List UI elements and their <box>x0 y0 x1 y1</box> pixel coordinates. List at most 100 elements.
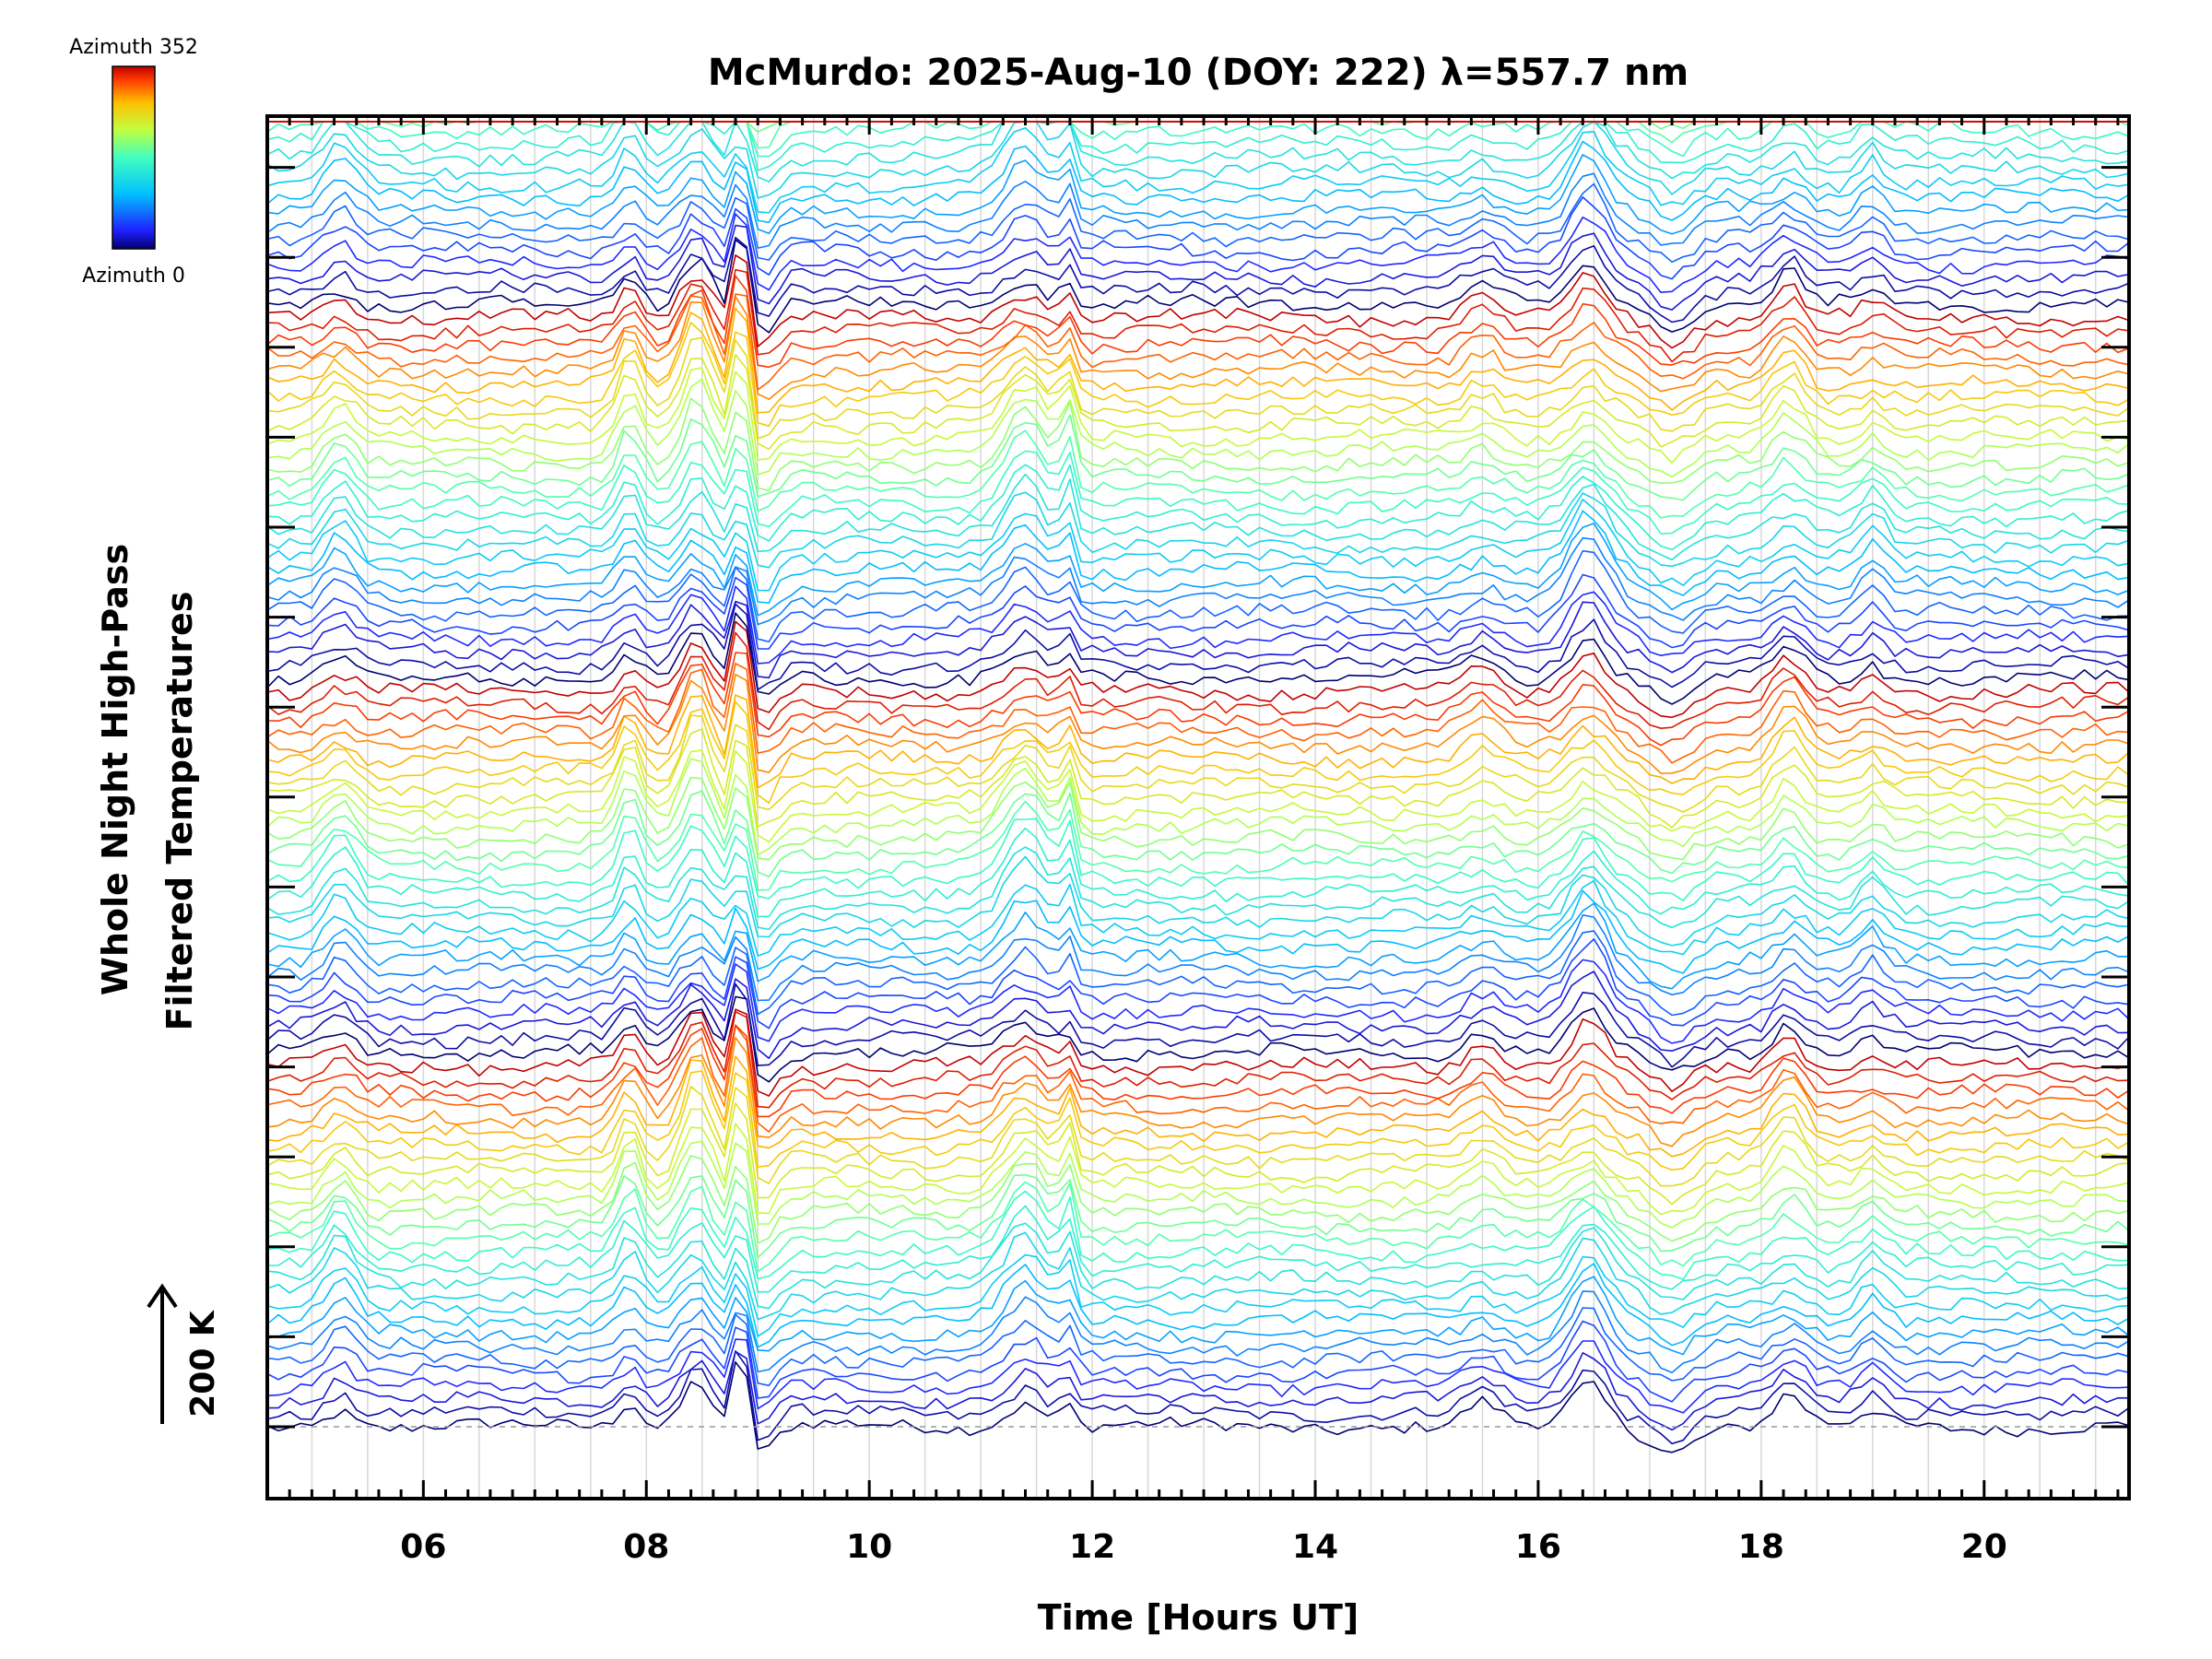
trace-line <box>266 293 2130 391</box>
trace-line <box>266 714 2130 813</box>
trace-line <box>266 1181 2130 1273</box>
x-tick-label: 06 <box>400 1528 446 1566</box>
trace-line <box>266 464 2130 551</box>
trace-line <box>266 239 2130 334</box>
trace-line <box>266 1290 2130 1373</box>
trace-line <box>266 1010 2130 1109</box>
trace-line <box>266 1231 2130 1321</box>
trace-line <box>266 182 2130 264</box>
scale-label: 200 K <box>184 1310 222 1418</box>
trace-line <box>266 224 2130 311</box>
trace-line <box>266 322 2130 428</box>
trace-line <box>266 378 2130 478</box>
trace-line <box>266 700 2130 805</box>
trace-line <box>266 1055 2130 1158</box>
trace-line <box>267 1350 2130 1431</box>
trace-line <box>266 889 2130 974</box>
trace-line <box>266 800 2130 891</box>
trace-line <box>266 126 2130 214</box>
plot-frame <box>265 114 2131 1500</box>
trace-line <box>266 172 2130 250</box>
trace-line <box>266 140 2130 224</box>
trace-line <box>266 549 2130 643</box>
temperature-traces <box>266 121 2130 1453</box>
chart-title: McMurdo: 2025-Aug-10 (DOY: 222) λ=557.7 … <box>708 52 1688 94</box>
trace-line <box>266 846 2130 931</box>
trace-line <box>266 573 2130 650</box>
y-ticks <box>267 166 2129 1429</box>
trace-line <box>266 1190 2130 1281</box>
trace-line <box>266 154 2130 235</box>
trace-line <box>266 121 2130 182</box>
trace-line <box>266 275 2130 369</box>
trace-line <box>266 491 2130 569</box>
trace-line <box>266 694 2130 789</box>
trace-line <box>266 749 2130 843</box>
trace-line <box>266 336 2130 440</box>
colorbar-top-label: Azimuth 352 <box>69 36 198 59</box>
axes <box>265 114 2131 1500</box>
trace-line <box>266 971 2130 1059</box>
colorbar-gradient <box>112 65 156 250</box>
trace-line <box>266 1155 2130 1244</box>
trace-line <box>266 268 2130 363</box>
trace-line <box>266 499 2130 592</box>
trace-line <box>266 728 2129 829</box>
trace-line <box>266 663 2130 764</box>
y-axis-label-line1: Whole Night High-Pass <box>95 544 135 995</box>
colorbar-bottom-label: Azimuth 0 <box>82 265 185 288</box>
trace-line <box>266 930 2130 1017</box>
trace-line <box>266 536 2130 626</box>
trace-line <box>266 913 2130 1002</box>
x-tick-label: 10 <box>846 1528 892 1566</box>
scale-arrow-head <box>147 1283 178 1309</box>
x-tick-label: 16 <box>1515 1528 1561 1566</box>
trace-line <box>266 353 2130 451</box>
trace-line <box>266 1253 2130 1337</box>
trace-line <box>266 982 2130 1068</box>
trace-line <box>266 995 2130 1083</box>
trace-line <box>266 1024 2130 1118</box>
trace-line <box>266 1086 2130 1187</box>
trace-line <box>266 1263 2130 1348</box>
trace-line <box>266 367 2130 465</box>
trace-line <box>267 1205 2130 1293</box>
x-tick-label: 18 <box>1738 1528 1784 1566</box>
trace-line <box>266 673 2130 774</box>
x-tick-label: 12 <box>1069 1528 1115 1566</box>
trace-line <box>266 1037 2130 1147</box>
trace-line <box>266 1173 2130 1259</box>
trace-line <box>266 523 2130 617</box>
trace-line <box>266 236 2130 324</box>
y-axis-label: Whole Night High-Pass Filtered Temperatu… <box>95 544 200 1030</box>
trace-line <box>266 1222 2130 1310</box>
trace-line <box>266 429 2130 519</box>
temperature-scale: 200 K <box>147 1283 222 1424</box>
trace-line <box>266 1140 2130 1229</box>
trace-line <box>266 937 2130 1030</box>
trace-line <box>266 397 2130 492</box>
trace-line <box>266 818 2130 902</box>
trace-line <box>266 196 2130 280</box>
trace-line <box>266 1307 2130 1387</box>
trace-line <box>266 631 2130 731</box>
trace-line <box>266 121 2130 199</box>
x-tick-label: 20 <box>1961 1528 2007 1566</box>
trace-line <box>266 827 2130 918</box>
trace-line <box>266 879 2130 957</box>
trace-line <box>266 1338 2130 1414</box>
x-tick-label: 08 <box>623 1528 669 1566</box>
x-tick-label: 14 <box>1292 1528 1338 1566</box>
trace-line <box>266 414 2130 501</box>
trace-line <box>266 959 2130 1044</box>
trace-line <box>266 620 2130 719</box>
x-ticks: 06 08 10 12 14 16 18 20 <box>265 116 2120 1566</box>
trace-line <box>266 790 2130 878</box>
y-axis-label-line2: Filtered Temperatures <box>159 592 200 1031</box>
trace-line <box>266 1320 2130 1403</box>
trace-line <box>266 295 2130 401</box>
trace-line <box>266 213 2130 294</box>
trace-line <box>266 758 2130 856</box>
trace-line <box>266 473 2130 561</box>
